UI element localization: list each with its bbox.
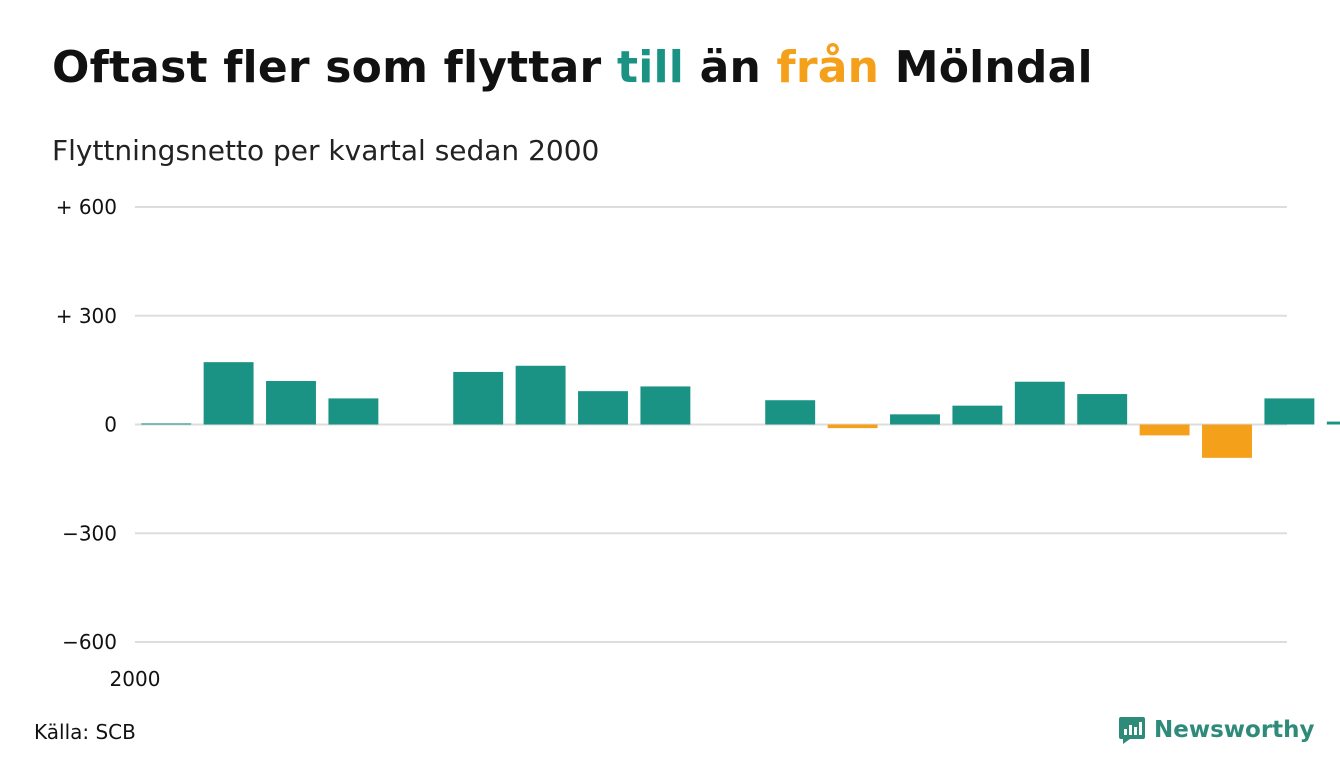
title-part-2: än	[684, 42, 777, 93]
bar-2003Q3	[1014, 381, 1065, 425]
title-part-3: Mölndal	[879, 42, 1093, 93]
bar-2000Q2	[203, 362, 254, 425]
y-tick-label: + 300	[56, 304, 117, 328]
brand-name: Newsworthy	[1154, 717, 1315, 743]
bar-2001Q3	[515, 365, 566, 425]
bar-2001Q4	[578, 391, 628, 425]
bar-2002Q1	[640, 386, 691, 425]
title-part-1: Oftast fler som flyttar	[52, 42, 617, 93]
bar-2004Q2	[1202, 424, 1252, 458]
chart-title: Oftast fler som flyttar till än från Möl…	[52, 42, 1093, 93]
bar-2001Q2	[453, 371, 504, 425]
x-tick-label: 2000	[110, 667, 161, 691]
chart-subtitle: Flyttningsnetto per kvartal sedan 2000	[52, 134, 600, 167]
bar-2003Q1	[890, 414, 940, 425]
bar-2000Q1	[141, 423, 192, 425]
bar-2002Q3	[765, 400, 816, 425]
bar-chart: + 600 + 300 0 −300 −600 20002005201020152020	[56, 195, 1340, 691]
gridlines	[135, 206, 1287, 643]
bar-2004Q1	[1139, 424, 1190, 436]
x-axis-labels: 20002005201020152020	[110, 667, 161, 691]
y-tick-label: 0	[104, 413, 117, 437]
y-axis-labels: + 600 + 300 0 −300 −600	[56, 195, 117, 654]
bar-2000Q4	[328, 398, 379, 425]
bar-2003Q2	[952, 405, 1003, 425]
y-tick-label: −600	[62, 630, 117, 654]
y-tick-label: −300	[62, 521, 117, 545]
bar-2000Q3	[266, 381, 316, 425]
title-word-fran: från	[776, 42, 880, 93]
bar-2002Q4	[827, 424, 878, 429]
brand-logo: Newsworthy	[1118, 712, 1315, 748]
bar-2003Q4	[1077, 394, 1128, 425]
y-tick-label: + 600	[56, 195, 117, 219]
newsworthy-logo-icon	[1119, 717, 1145, 744]
bar-2004Q4	[1326, 421, 1340, 425]
bars	[141, 362, 1340, 458]
source-label: Källa: SCB	[34, 720, 136, 744]
title-word-till: till	[616, 42, 685, 93]
bar-2004Q3	[1264, 398, 1315, 425]
